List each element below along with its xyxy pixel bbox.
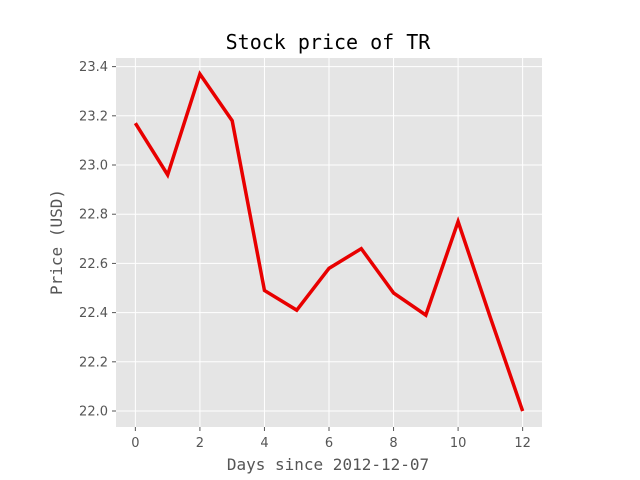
x-axis-label: Days since 2012-12-07 <box>227 455 429 474</box>
x-tick-label: 12 <box>514 436 531 451</box>
chart-title: Stock price of TR <box>226 30 432 54</box>
series-layer <box>133 70 525 412</box>
y-tick-label: 22.2 <box>79 355 108 370</box>
y-tick-label: 23.0 <box>79 159 108 174</box>
x-tick-label: 8 <box>389 436 397 451</box>
y-axis-label: Price (USD) <box>47 189 66 295</box>
x-tick-label: 10 <box>450 436 467 451</box>
y-tick-label: 22.8 <box>79 208 108 223</box>
axis-ticks: 0 2 4 6 8 10 12 22.0 22.2 22.4 22.6 22.8 23.0 23.2 23.… <box>79 60 531 451</box>
y-tick-label: 22.4 <box>79 306 108 321</box>
price-series-line <box>133 70 525 412</box>
y-tick-label: 23.2 <box>79 109 108 124</box>
y-tick-label: 22.0 <box>79 405 108 420</box>
x-tick-label: 2 <box>196 436 204 451</box>
y-tick-label: 23.4 <box>79 60 108 75</box>
x-tick-label: 6 <box>325 436 333 451</box>
x-tick-label: 4 <box>260 436 268 451</box>
y-tick-label: 22.6 <box>79 257 108 272</box>
x-tick-label: 0 <box>131 436 139 451</box>
